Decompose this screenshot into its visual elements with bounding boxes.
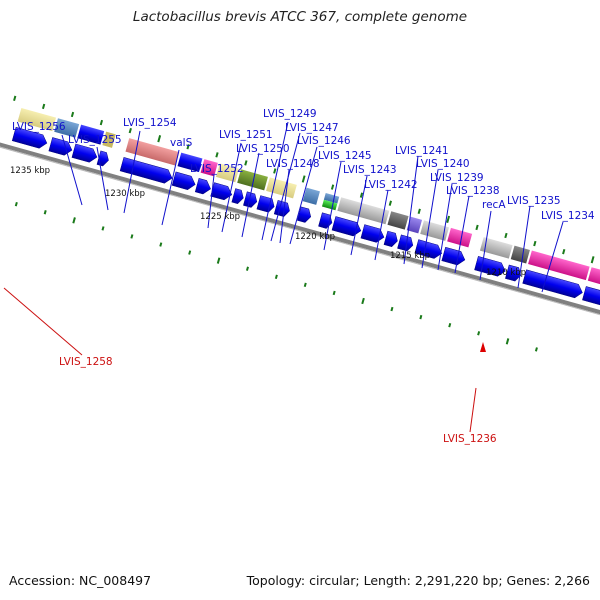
gene-label: LVIS_1248	[266, 158, 320, 170]
label-leader-lines	[61, 121, 564, 293]
gene-label: LVIS_1241	[395, 145, 449, 157]
gene-label: LVIS_1255	[68, 134, 122, 146]
scale-label: 1225 kbp	[200, 212, 240, 222]
gene-label: LVIS_1254	[123, 117, 177, 129]
scale-label: 1220 kbp	[295, 232, 335, 242]
gene-label: LVIS_1247	[285, 122, 339, 134]
cog-color-bar	[17, 107, 600, 292]
accession-label: Accession: NC_008497	[9, 573, 152, 588]
outer-tick-row	[13, 95, 595, 264]
gene-label: LVIS_1245	[318, 150, 372, 162]
gene-label: LVIS_1238	[446, 185, 500, 197]
scale-label: 1210 kbp	[486, 268, 526, 278]
gene-label: LVIS_1236	[443, 433, 497, 445]
scale-label: 1215 kbp	[390, 251, 430, 261]
gene-label: LVIS_1234	[541, 210, 595, 222]
scale-label: 1235 kbp	[10, 166, 50, 176]
gene-label: LVIS_1256	[12, 121, 66, 133]
gene-label: LVIS_1235	[507, 195, 561, 207]
forward-strand-genes	[11, 126, 600, 314]
gene-label: LVIS_1246	[297, 135, 351, 147]
gene-label: valS	[170, 137, 193, 149]
gene-label: recA	[482, 199, 506, 211]
gene-label: LVIS_1243	[343, 164, 397, 176]
gene-label: LVIS_1239	[430, 172, 484, 184]
scale-label: 1230 kbp	[105, 189, 145, 199]
map-title: Lactobacillus brevis ATCC 367, complete …	[132, 9, 468, 25]
gene-label: LVIS_1251	[219, 129, 273, 141]
gene-labels: LVIS_1256 LVIS_1255 LVIS_1254 valS LVIS_…	[12, 108, 595, 445]
gene-label: LVIS_1242	[364, 179, 418, 191]
gene-label: LVIS_1258	[59, 356, 113, 368]
lvis-1236-marker	[480, 342, 486, 352]
genome-summary: Topology: circular; Length: 2,291,220 bp…	[246, 573, 590, 588]
inner-tick-row	[14, 201, 538, 352]
gene-label: LVIS_1252	[190, 163, 244, 175]
gene-label: LVIS_1250	[236, 143, 290, 155]
gene-label: LVIS_1240	[416, 158, 470, 170]
scale-labels: 1235 kbp 1230 kbp 1225 kbp 1220 kbp 1215…	[10, 166, 526, 278]
gene-label: LVIS_1249	[263, 108, 317, 120]
genome-backbone	[0, 118, 600, 349]
